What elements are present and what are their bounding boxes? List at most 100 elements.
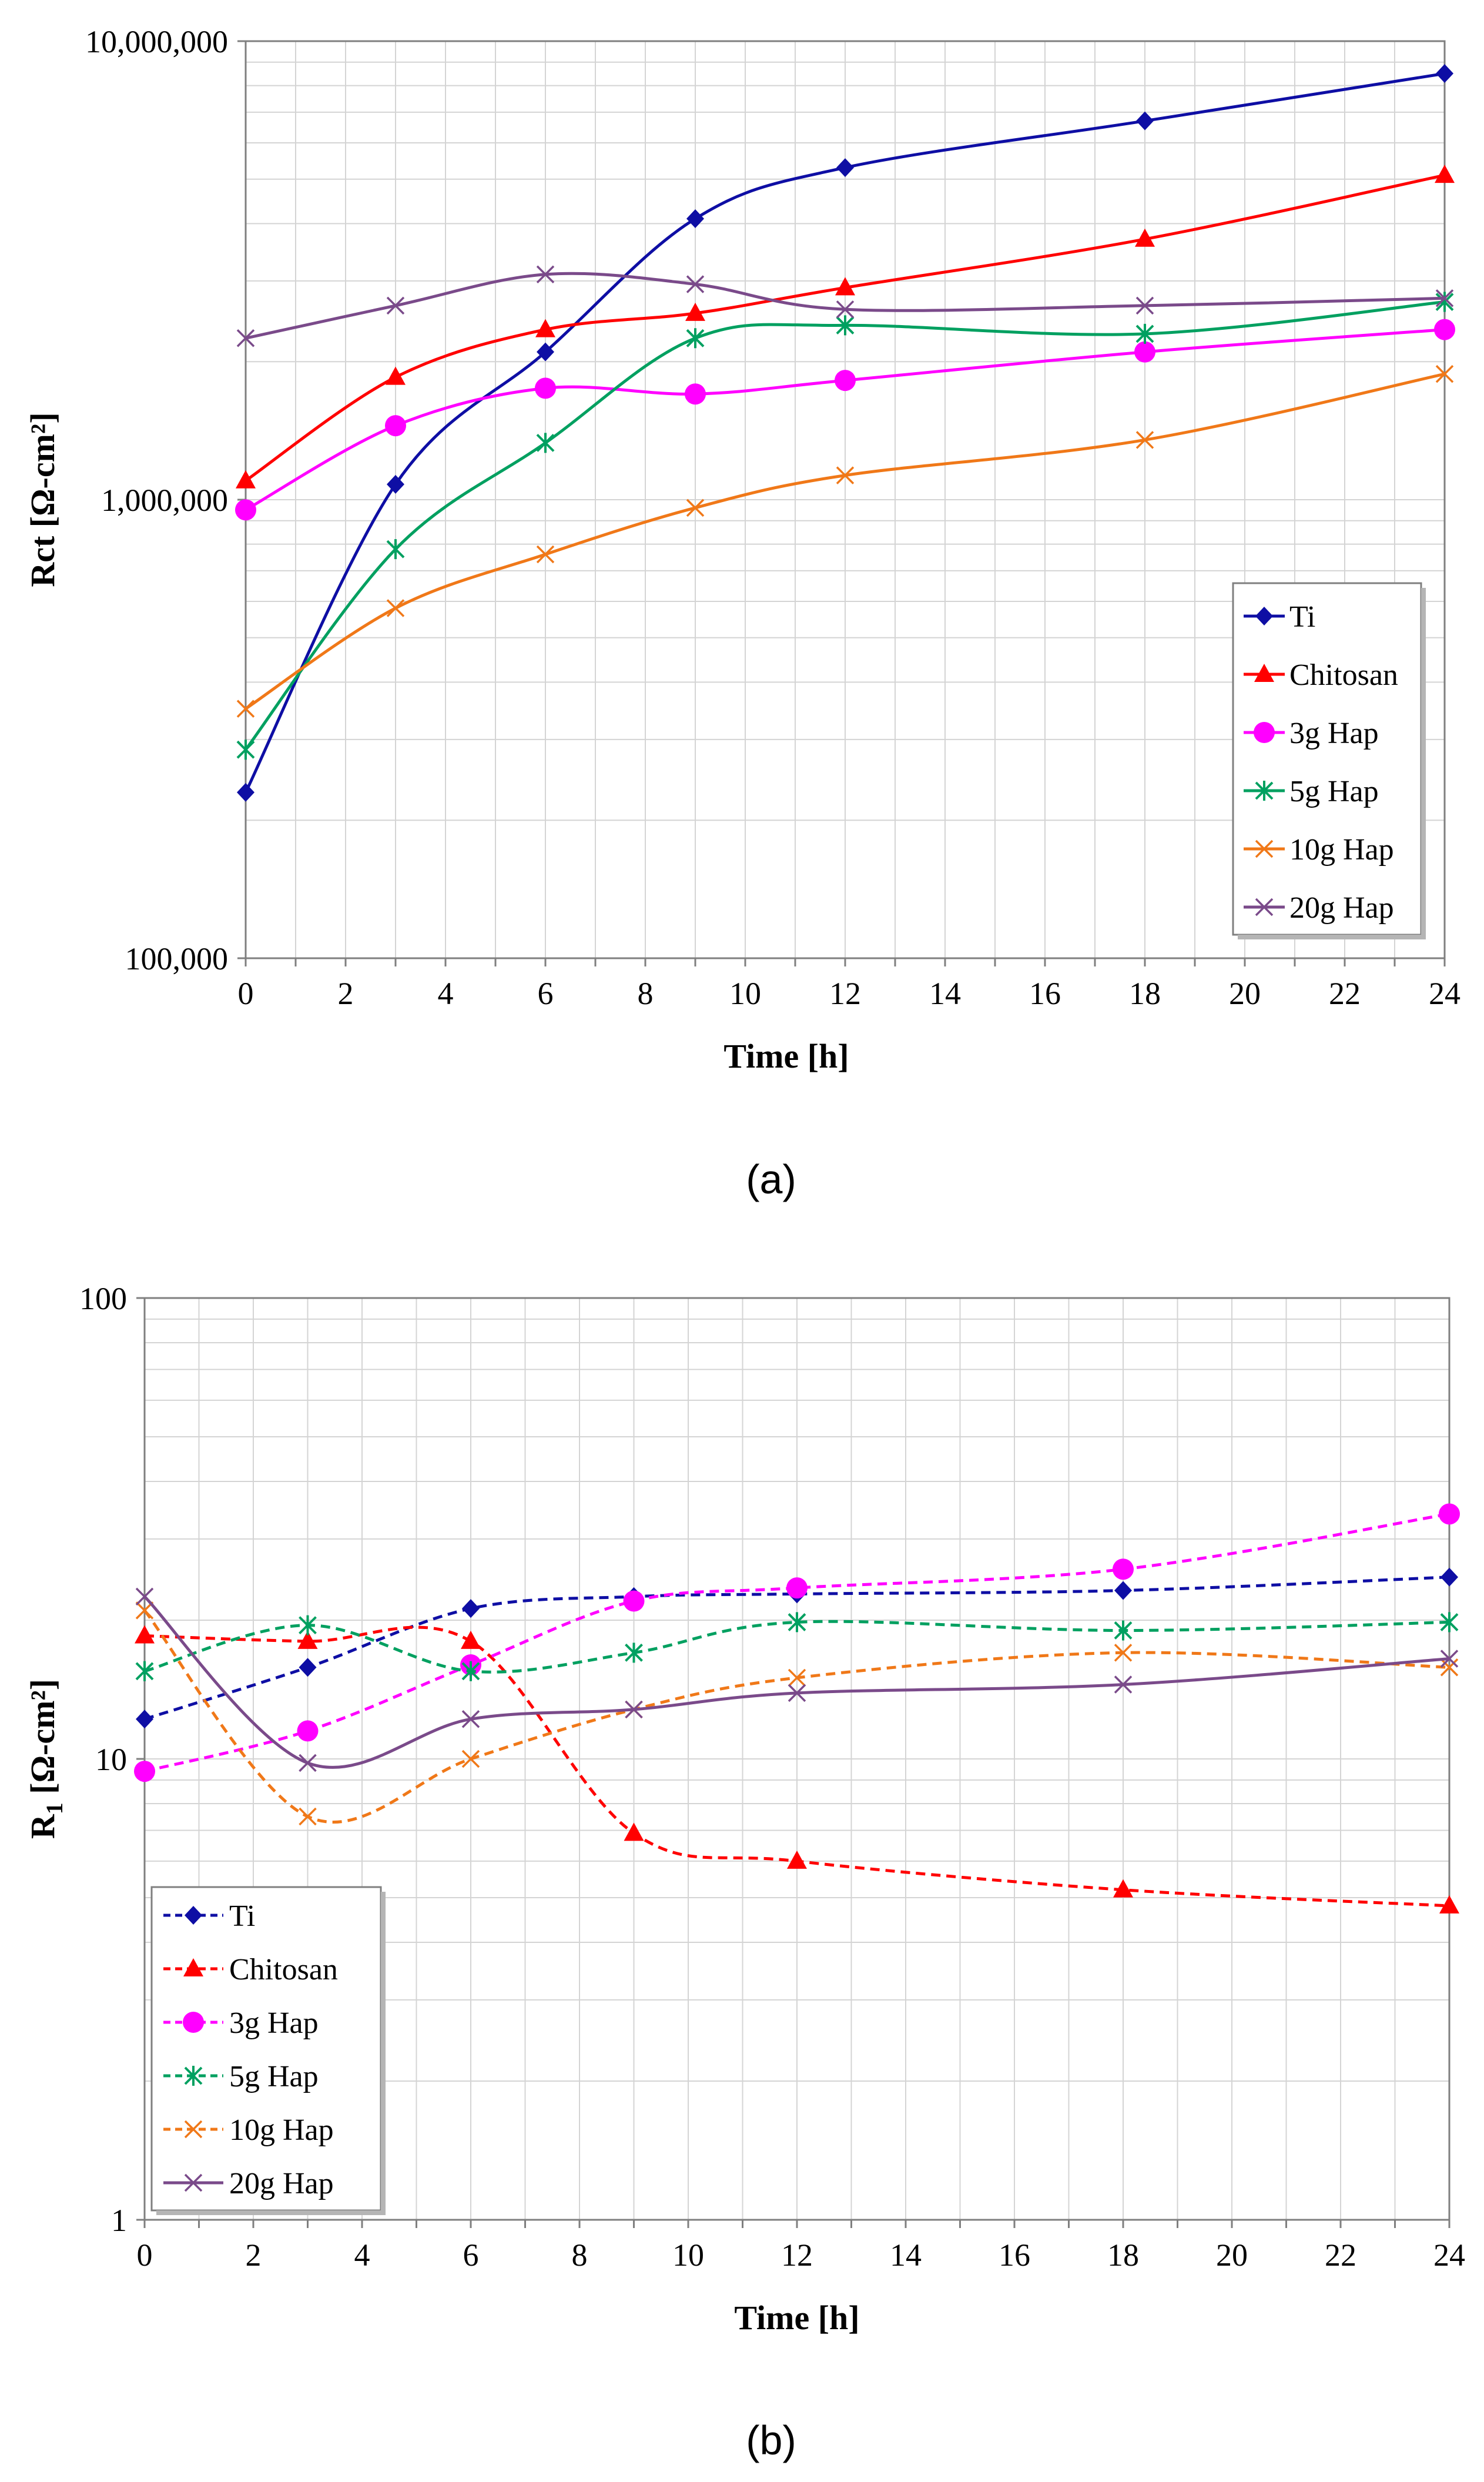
data-point <box>1435 289 1454 307</box>
data-point <box>788 1684 806 1702</box>
x-tick-label: 8 <box>638 976 654 1011</box>
legend-swatch-marker <box>1255 839 1274 858</box>
data-point <box>386 296 405 315</box>
data-point <box>135 1601 154 1620</box>
series-3g-hap <box>235 319 1455 521</box>
data-point <box>297 1720 319 1742</box>
data-point <box>236 329 255 347</box>
data-point <box>788 1668 806 1687</box>
legend-swatch-marker <box>184 2066 203 2086</box>
series-20g-hap <box>135 1587 1459 1772</box>
data-point <box>299 1615 317 1635</box>
y-tick-label: 10 <box>95 1742 127 1777</box>
data-point <box>1434 319 1455 340</box>
data-point <box>788 1612 806 1633</box>
data-point <box>461 1630 481 1649</box>
caption-a: (a) <box>746 1156 796 1202</box>
x-tick-label: 16 <box>999 2237 1030 2273</box>
y-axis-label-b: R1 [Ω-cm²] <box>24 1679 68 1839</box>
data-point <box>1435 292 1454 312</box>
legend-label: Chitosan <box>1289 658 1398 692</box>
data-point <box>1135 228 1155 247</box>
legend-label: 20g Hap <box>229 2167 334 2200</box>
legend-entry: 5g Hap <box>1244 775 1379 808</box>
data-point <box>836 300 855 319</box>
series-5g-hap <box>236 292 1454 760</box>
x-tick-label: 14 <box>890 2237 922 2273</box>
data-point <box>1436 64 1453 83</box>
legend-label: Chitosan <box>229 1953 338 1986</box>
x-tick-label: 10 <box>729 976 761 1011</box>
data-point <box>686 275 705 293</box>
data-point <box>623 1590 645 1612</box>
y-tick-labels-b: 1 10 100 <box>79 1281 127 2238</box>
x-tick-label: 18 <box>1129 976 1161 1011</box>
data-point <box>235 499 256 521</box>
data-point <box>1135 323 1154 344</box>
data-point <box>462 1599 480 1618</box>
data-point <box>461 1710 480 1728</box>
legend-label: 10g Hap <box>1289 833 1394 867</box>
x-tick-label: 24 <box>1433 2237 1465 2273</box>
x-axis-label-a: Time [h] <box>723 1037 849 1075</box>
data-point <box>1435 364 1454 383</box>
data-point <box>461 1750 480 1768</box>
data-point <box>686 209 704 229</box>
data-point <box>299 1754 317 1772</box>
legend-entry: Ti <box>1244 600 1315 634</box>
data-point <box>1114 1581 1132 1600</box>
data-point <box>236 740 255 760</box>
data-point <box>836 315 855 336</box>
data-point <box>299 1807 317 1826</box>
data-point <box>1441 1567 1458 1587</box>
data-point <box>1114 1620 1133 1641</box>
data-point <box>237 782 254 802</box>
data-point <box>686 499 705 517</box>
x-tick-label: 20 <box>1216 2237 1248 2273</box>
data-point <box>685 302 705 321</box>
data-point <box>1439 1895 1459 1914</box>
x-tick-label: 20 <box>1229 976 1261 1011</box>
data-point <box>685 383 706 405</box>
legend-swatch-marker <box>184 2173 203 2192</box>
data-point <box>1113 1879 1133 1898</box>
legend-a-shadow <box>1421 588 1426 939</box>
legend-swatch-marker <box>1255 898 1274 916</box>
x-tick-label: 18 <box>1107 2237 1139 2273</box>
x-tick-label: 6 <box>463 2237 479 2273</box>
y-tick-label: 100,000 <box>125 941 229 976</box>
data-point <box>787 1850 807 1869</box>
legend-entry: Ti <box>163 1899 255 1933</box>
legend-label: Ti <box>1289 600 1315 634</box>
data-point <box>135 1587 154 1606</box>
grid-a <box>245 41 1445 959</box>
x-tick-labels-b: 0 2 4 6 8 10 12 14 16 18 20 22 24 <box>137 2237 1466 2273</box>
series-line <box>245 272 1445 340</box>
caption-b: (b) <box>746 2417 796 2463</box>
data-point <box>1136 111 1154 131</box>
x-tick-label: 24 <box>1429 976 1460 1011</box>
data-point <box>461 1661 480 1681</box>
series-ti <box>237 64 1453 802</box>
series-5g-hap <box>135 1612 1459 1681</box>
legend-a: Ti Chitosan 3g Hap 5g Hap 10g Hap 20g Hap <box>1232 582 1426 939</box>
series-line <box>144 1575 1450 1721</box>
data-point <box>786 1577 808 1599</box>
data-point <box>134 1761 155 1782</box>
legend-b-shadow <box>381 1892 386 2215</box>
data-point <box>535 377 556 399</box>
data-point <box>1135 296 1154 315</box>
data-point <box>1440 1612 1459 1633</box>
legend-a-shadow-bottom <box>1238 935 1426 939</box>
y-axis-label-a: Rct [Ω-cm²] <box>24 412 62 587</box>
data-point <box>536 433 555 453</box>
x-tick-label: 0 <box>137 2237 153 2273</box>
legend-label: 5g Hap <box>229 2060 319 2093</box>
data-point <box>537 342 554 362</box>
data-point <box>386 366 406 385</box>
data-point <box>136 1710 153 1729</box>
legend-label: 5g Hap <box>1289 775 1379 808</box>
legend-swatch-marker <box>1255 781 1274 801</box>
data-point <box>536 545 555 564</box>
data-point <box>625 1643 643 1663</box>
